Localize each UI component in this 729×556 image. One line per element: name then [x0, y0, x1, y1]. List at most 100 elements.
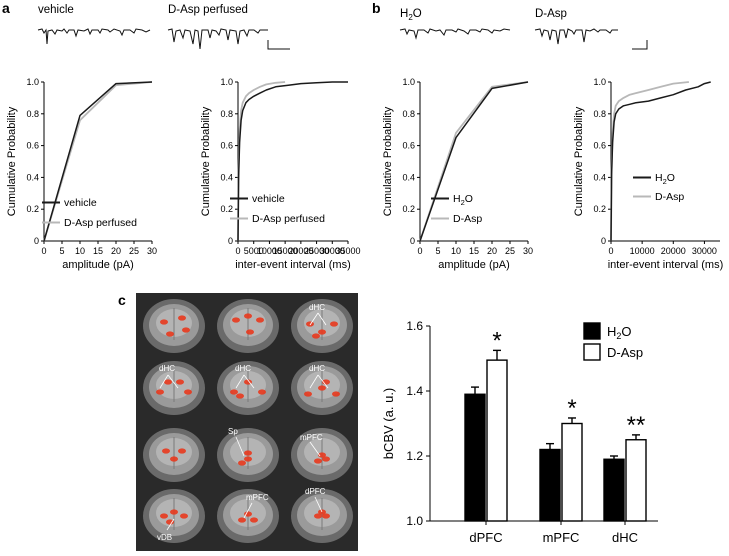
series-line-vehicle — [237, 81, 348, 242]
legend-swatch — [583, 322, 601, 340]
mri-pointer — [235, 374, 245, 389]
y-tick-label: 0.6 — [220, 141, 233, 151]
y-tick-label: 0.4 — [26, 172, 39, 182]
mri-activation-blob — [256, 317, 264, 323]
y-tick-label: 0.4 — [220, 172, 233, 182]
bar-d-asp-dpfc — [486, 359, 508, 522]
x-tick-label: 10000 — [630, 246, 655, 256]
significance-marker: ** — [627, 412, 646, 439]
mri-activation-blob — [244, 511, 252, 517]
mri-activation-blob — [314, 513, 322, 519]
mri-label-vdb: vDB — [157, 533, 172, 542]
mri-activation-blob — [184, 389, 192, 395]
mri-activation-blob — [166, 519, 174, 525]
bar-h2o-dpfc — [464, 393, 486, 522]
scale-bar-b — [632, 40, 648, 50]
condition-label-vehicle: vehicle — [38, 4, 74, 16]
chart-b-right: 0 10000 20000 30000 0 0.2 0.4 0.6 0.8 1.0 inter-ev… — [573, 77, 723, 271]
x-tick-label: 30 — [147, 246, 157, 256]
x-axis-label: amplitude (pA) — [62, 259, 134, 271]
y-tick-label: 1.0 — [593, 77, 606, 87]
y-axis-label: bCBV (a. u.) — [381, 388, 396, 460]
y-tick-label: 0.2 — [402, 204, 415, 214]
x-tick-label: 25000 — [304, 246, 329, 256]
mri-activation-blob — [314, 458, 322, 464]
mri-activation-blob — [244, 456, 252, 462]
y-tick-label: 1.2 — [406, 449, 423, 463]
trace-vehicle — [37, 28, 151, 45]
mri-label-dhc-4: dHC — [309, 364, 325, 373]
mri-mosaic: dHC dHC dHC dHC Sp mPFC mPFC dPFC vDB — [136, 293, 358, 551]
x-tick-label: 0 — [235, 246, 240, 256]
mri-activation-blob — [244, 313, 252, 319]
mri-activation-blob — [330, 321, 338, 327]
bar-d-asp-mpfc — [561, 422, 583, 522]
mri-activation-blob — [244, 450, 252, 456]
x-axis-label: inter-event interval (ms) — [235, 259, 351, 271]
mri-pointer — [159, 374, 169, 389]
mri-activation-blob — [306, 321, 314, 327]
x-tick-label: mPFC — [543, 530, 580, 545]
mri-label-sp: Sp — [228, 427, 238, 436]
legend-label: D-Asp — [607, 345, 643, 360]
y-tick-label: 0.4 — [593, 172, 606, 182]
mri-label-dhc-2: dHC — [159, 364, 175, 373]
panel-label-c: c — [118, 292, 126, 308]
mri-activation-blob — [178, 315, 186, 321]
x-tick-label: 5000 — [244, 246, 264, 256]
mri-activation-blob — [318, 452, 326, 458]
significance-marker: * — [567, 395, 576, 422]
trace-dasp-perfused — [167, 28, 268, 50]
chart-c-bcbv: 1.0 1.2 1.4 1.6 bCBV (a. u.) dPFC * mPFC * dHC ** H… — [381, 319, 658, 545]
y-tick-label: 0 — [228, 236, 233, 246]
x-tick-label: 30 — [523, 246, 533, 256]
panel-label-a: a — [2, 0, 10, 16]
x-tick-label: 15000 — [273, 246, 298, 256]
x-tick-label: 5 — [59, 246, 64, 256]
panel-label-b: b — [372, 0, 381, 16]
y-tick-label: 0 — [601, 236, 606, 246]
x-tick-label: 25 — [129, 246, 139, 256]
y-tick-label: 1.4 — [406, 384, 423, 398]
mri-label-dhc-3: dHC — [235, 364, 251, 373]
y-tick-label: 0.8 — [26, 109, 39, 119]
legend-label: D-Asp — [453, 213, 482, 225]
x-tick-label: 20 — [111, 246, 121, 256]
mri-activation-blob — [166, 331, 174, 337]
y-tick-label: 0.6 — [26, 141, 39, 151]
mri-activation-blob — [332, 391, 340, 397]
mri-pointer — [167, 374, 179, 389]
x-axis-label: amplitude (pA) — [438, 259, 510, 271]
bar-h2o-dhc — [603, 458, 625, 522]
y-tick-label: 0.8 — [220, 109, 233, 119]
x-tick-label: 0 — [417, 246, 422, 256]
scale-bar-a — [267, 40, 290, 50]
condition-label-dasp: D-Asp — [535, 8, 567, 20]
y-tick-label: 1.0 — [406, 514, 423, 528]
y-tick-label: 0.6 — [402, 141, 415, 151]
legend-label: D-Asp perfused — [252, 213, 325, 225]
x-tick-label: 0 — [41, 246, 46, 256]
trace-h2o — [399, 28, 511, 40]
series-line-d-asp — [419, 81, 529, 242]
y-tick-label: 0 — [34, 236, 39, 246]
y-tick-label: 0.2 — [593, 204, 606, 214]
y-tick-label: 0.8 — [402, 109, 415, 119]
mri-activation-blob — [246, 329, 254, 335]
x-tick-label: 35000 — [335, 246, 360, 256]
legend-label: D-Asp perfused — [64, 217, 137, 229]
mri-activation-blob — [230, 389, 238, 395]
chart-a-left: 0 5 10 15 20 25 30 0 0.2 0.4 0.6 0.8 1.0 amplitude (p… — [6, 77, 157, 271]
y-tick-label: 0.4 — [402, 172, 415, 182]
x-tick-label: 30000 — [692, 246, 717, 256]
trace-dasp — [534, 28, 618, 45]
y-axis-label: Cumulative Probability — [200, 106, 212, 216]
mri-pointer — [317, 312, 327, 326]
mri-activation-blob — [236, 393, 244, 399]
mri-pointer — [243, 374, 255, 389]
mri-activation-blob — [238, 460, 246, 466]
x-tick-label: 20 — [487, 246, 497, 256]
mri-activation-blob — [322, 513, 330, 519]
